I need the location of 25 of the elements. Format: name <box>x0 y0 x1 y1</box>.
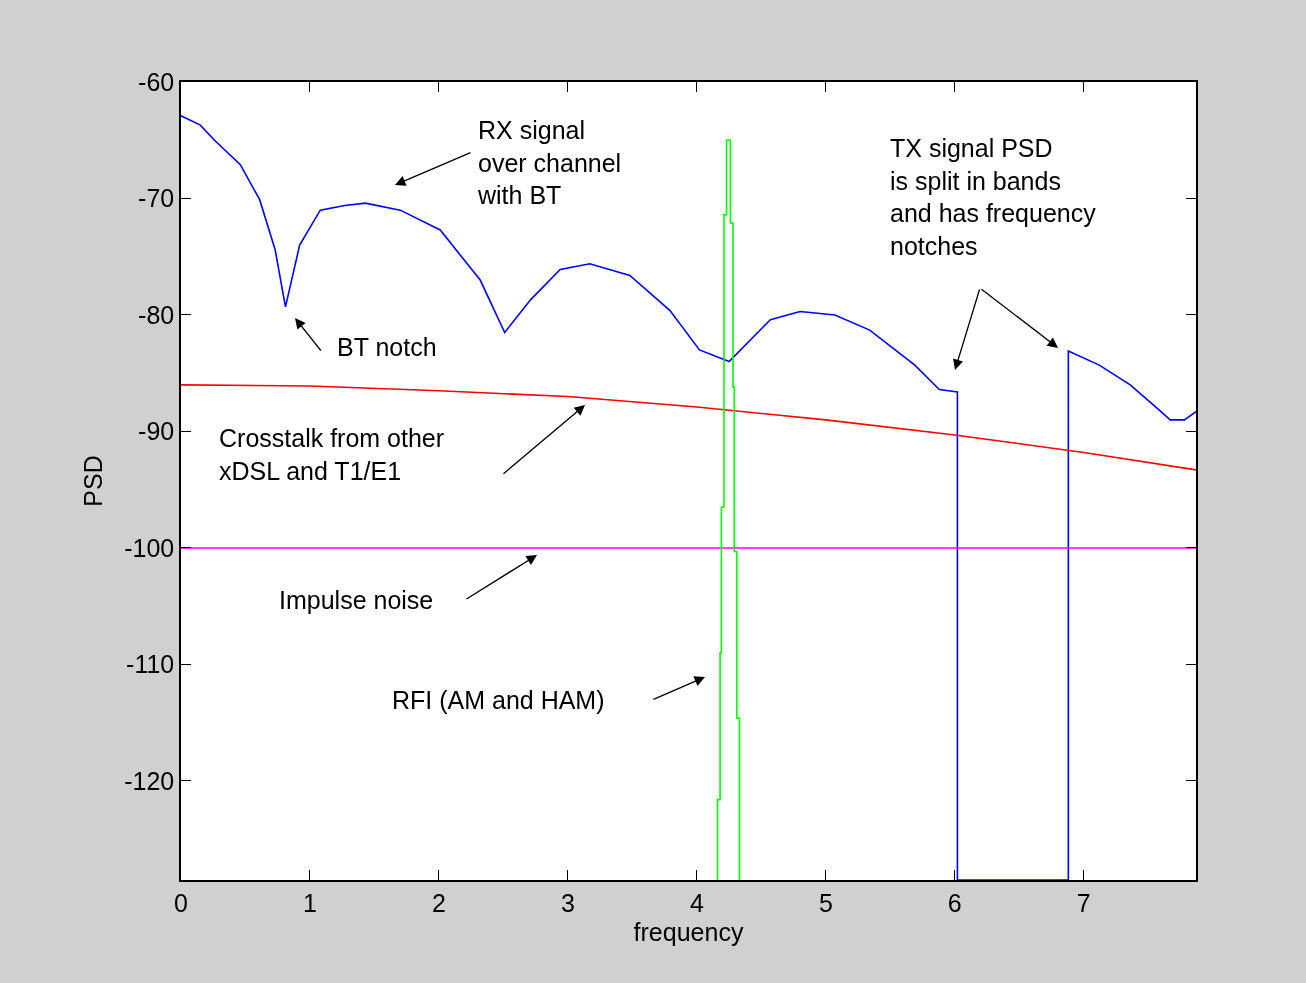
annotation: Crosstalk from other xDSL and T1/E1 <box>219 424 445 485</box>
x-tick-label: 4 <box>689 888 704 917</box>
annotation: TX signal PSD is split in bands and has frequency notches <box>890 134 1097 260</box>
annotation: RX signal over channel with BT <box>477 116 622 209</box>
y-tick-label: -120 <box>124 766 175 795</box>
line-series <box>181 114 1196 880</box>
line-series <box>716 139 741 880</box>
x-tick-label: 0 <box>174 888 188 917</box>
y-tick-label: -70 <box>138 184 175 213</box>
y-tick-label: -90 <box>138 417 175 446</box>
x-tick-label: 1 <box>303 888 317 917</box>
y-tick-label: -60 <box>138 67 175 96</box>
annotation: RFI (AM and HAM) <box>392 686 605 714</box>
x-tick-label: 5 <box>818 888 833 917</box>
x-tick-label: 3 <box>560 888 575 917</box>
x-tick-label: 6 <box>947 888 962 917</box>
y-tick-label: -110 <box>126 650 175 679</box>
x-tick-label: 7 <box>1076 888 1091 917</box>
annotation: Impulse noise <box>279 586 434 614</box>
annotation: BT notch <box>337 333 437 361</box>
y-tick-label: -100 <box>124 533 175 562</box>
x-tick-label: 2 <box>431 888 446 917</box>
x-axis-title: frequency <box>633 918 744 947</box>
y-axis-title: PSD <box>79 455 108 507</box>
y-tick-label: -80 <box>138 300 175 329</box>
